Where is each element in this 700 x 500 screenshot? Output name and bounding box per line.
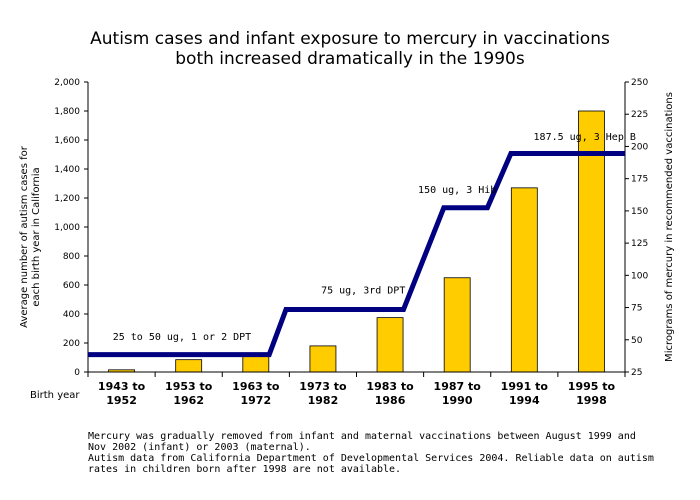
bar <box>578 110 605 373</box>
footnote-line: Autism data from California Department o… <box>88 453 654 464</box>
footnote-line: rates in children born after 1998 are no… <box>88 464 402 475</box>
bar <box>242 355 270 373</box>
left-tick-label: 200 <box>63 339 80 349</box>
category-label: 1987 to <box>434 380 482 393</box>
chart: Autism cases and infant exposure to merc… <box>19 29 675 407</box>
category-label: 1982 <box>308 394 339 407</box>
right-tick-label: 150 <box>631 207 648 217</box>
left-tick-label: 1,400 <box>54 165 80 175</box>
chart-title-line: both increased dramatically in the 1990s <box>175 49 525 69</box>
bar <box>175 359 203 373</box>
annotation-label: 75 ug, 3rd DPT <box>321 285 405 296</box>
category-label: 1998 <box>576 394 607 407</box>
left-axis-title-line: Average number of autism cases for <box>19 145 30 328</box>
category-label: 1953 to <box>165 380 213 393</box>
category-label: 1990 <box>442 394 473 407</box>
left-tick-label: 1,000 <box>54 223 80 233</box>
left-axis-title: Average number of autism cases for each b… <box>19 145 42 328</box>
bar <box>510 187 538 373</box>
chart-title: Autism cases and infant exposure to merc… <box>90 29 610 69</box>
category-label: 1994 <box>509 394 540 407</box>
left-tick-label: 1,800 <box>54 107 80 117</box>
footnote-line: Mercury was gradually removed from infan… <box>88 431 636 442</box>
chart-title-line: Autism cases and infant exposure to merc… <box>90 29 610 49</box>
footnote: Mercury was gradually removed from infan… <box>88 431 688 475</box>
mercury-line <box>88 151 625 358</box>
bar <box>309 345 337 373</box>
annotation-label: 150 ug, 3 Hib <box>418 185 496 196</box>
left-tick-label: 2,000 <box>54 78 80 88</box>
category-label: 1991 to <box>501 380 549 393</box>
right-tick-label: 50 <box>631 336 643 346</box>
right-tick-label: 225 <box>631 110 648 120</box>
left-tick-label: 1,600 <box>54 136 80 146</box>
left-tick-label: 0 <box>74 368 80 378</box>
right-axis-title: Micrograms of mercury in recommended vac… <box>664 92 675 362</box>
left-tick-label: 600 <box>63 281 80 291</box>
footnote-line: Nov 2002 (infant) or 2003 (maternal). <box>88 442 311 453</box>
x-axis-title: Birth year <box>30 390 80 401</box>
annotation-label: 187.5 ug, 3 Hep B <box>534 132 636 143</box>
category-label: 1962 <box>173 394 204 407</box>
category-label: 1972 <box>241 394 272 407</box>
category-label: 1973 to <box>299 380 347 393</box>
category-label: 1943 to <box>98 380 146 393</box>
category-label: 1963 to <box>232 380 280 393</box>
right-tick-label: 200 <box>631 142 648 152</box>
right-tick-label: 175 <box>631 175 648 185</box>
annotation-label: 25 to 50 ug, 1 or 2 DPT <box>113 332 251 343</box>
bar <box>443 277 471 373</box>
right-tick-label: 250 <box>631 78 648 88</box>
left-tick-label: 400 <box>63 310 80 320</box>
left-axis-title-line: each birth year in California <box>31 167 42 306</box>
category-label: 1952 <box>106 394 137 407</box>
category-label: 1995 to <box>568 380 616 393</box>
category-label: 1986 <box>375 394 406 407</box>
left-tick-label: 1,200 <box>54 194 80 204</box>
right-tick-label: 125 <box>631 239 648 249</box>
right-tick-label: 100 <box>631 271 648 281</box>
left-tick-label: 800 <box>63 252 80 262</box>
right-tick-label: 25 <box>631 368 642 378</box>
category-label: 1983 to <box>366 380 414 393</box>
right-tick-label: 75 <box>631 304 642 314</box>
bar <box>376 317 404 373</box>
